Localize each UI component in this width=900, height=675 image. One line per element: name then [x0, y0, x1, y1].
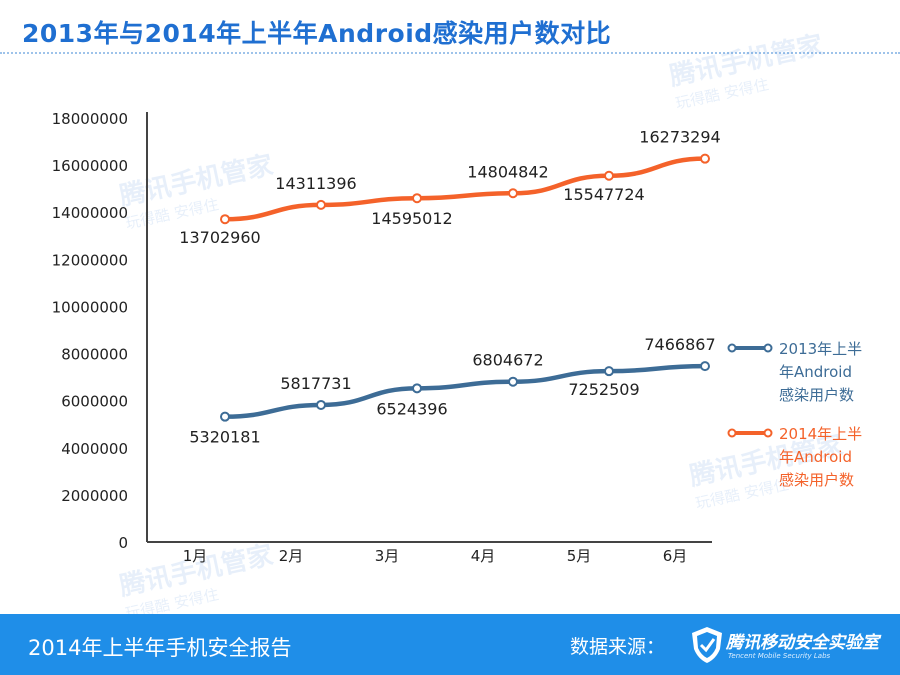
x-tick-label: 3月: [375, 547, 400, 565]
data-label: 5320181: [189, 428, 260, 447]
report-title: 2014年上半年手机安全报告: [28, 636, 292, 660]
y-tick-label: 6000000: [61, 393, 128, 411]
data-point: [220, 411, 230, 422]
data-point: [700, 361, 710, 372]
data-point: [412, 193, 422, 204]
data-label: 16273294: [639, 128, 720, 147]
x-tick-label: 5月: [567, 547, 592, 565]
title-divider: [0, 52, 900, 54]
y-tick-label: 2000000: [61, 487, 128, 505]
footer-bar: 2014年上半年手机安全报告 数据来源： 腾讯移动安全实验室 Tencent M…: [0, 614, 900, 675]
legend-marker: [763, 343, 773, 353]
data-label: 14311396: [275, 174, 356, 193]
legend-marker: [727, 343, 737, 353]
y-tick-label: 18000000: [52, 110, 128, 128]
y-tick-label: 14000000: [52, 204, 128, 222]
legend-label: 感染用户数: [779, 386, 854, 404]
data-label: 13702960: [179, 228, 260, 247]
series-line: [222, 156, 708, 222]
data-label: 14595012: [371, 209, 452, 228]
y-tick-label: 16000000: [52, 157, 128, 175]
legend-label: 2014年上半: [779, 425, 862, 443]
legend-label: 年Android: [779, 363, 852, 381]
y-tick-label: 12000000: [52, 251, 128, 269]
y-tick-label: 0: [118, 534, 128, 552]
data-point: [220, 214, 230, 225]
data-label: 14804842: [467, 162, 548, 181]
data-point: [508, 376, 518, 387]
data-point: [700, 153, 710, 164]
chart-title: 2013年与2014年上半年Android感染用户数对比: [22, 19, 612, 48]
data-label: 7252509: [568, 380, 639, 399]
data-label: 6524396: [376, 399, 447, 418]
series-line: [222, 363, 708, 419]
legend-marker: [763, 428, 773, 438]
data-point: [604, 170, 614, 181]
x-tick-label: 6月: [663, 547, 688, 565]
y-tick-label: 10000000: [52, 298, 128, 316]
y-tick-label: 4000000: [61, 440, 128, 458]
data-label: 6804672: [472, 351, 543, 370]
data-point: [316, 199, 326, 210]
lab-subtitle: Tencent Mobile Security Labs: [728, 652, 831, 660]
lab-logo: 腾讯移动安全实验室 Tencent Mobile Security Labs: [690, 622, 886, 668]
legend-marker: [727, 428, 737, 438]
shield-icon: [692, 627, 722, 663]
data-point: [412, 383, 422, 394]
line-chart: 0 2000000 4000000 6000000 8000000 10000000 120…: [52, 110, 863, 565]
source-label: 数据来源：: [570, 636, 666, 658]
legend-label: 年Android: [779, 448, 852, 466]
y-tick-label: 8000000: [61, 346, 128, 364]
lab-name: 腾讯移动安全实验室: [726, 633, 879, 653]
data-point: [316, 399, 326, 410]
x-tick-label: 2月: [279, 547, 304, 565]
x-tick-label: 1月: [183, 547, 208, 565]
x-tick-label: 4月: [471, 547, 496, 565]
legend-label: 感染用户数: [779, 471, 854, 489]
data-point: [604, 366, 614, 377]
data-point: [508, 188, 518, 199]
legend-label: 2013年上半: [779, 340, 862, 358]
data-label: 7466867: [644, 335, 715, 354]
data-label: 5817731: [280, 374, 351, 393]
data-label: 15547724: [563, 185, 644, 204]
